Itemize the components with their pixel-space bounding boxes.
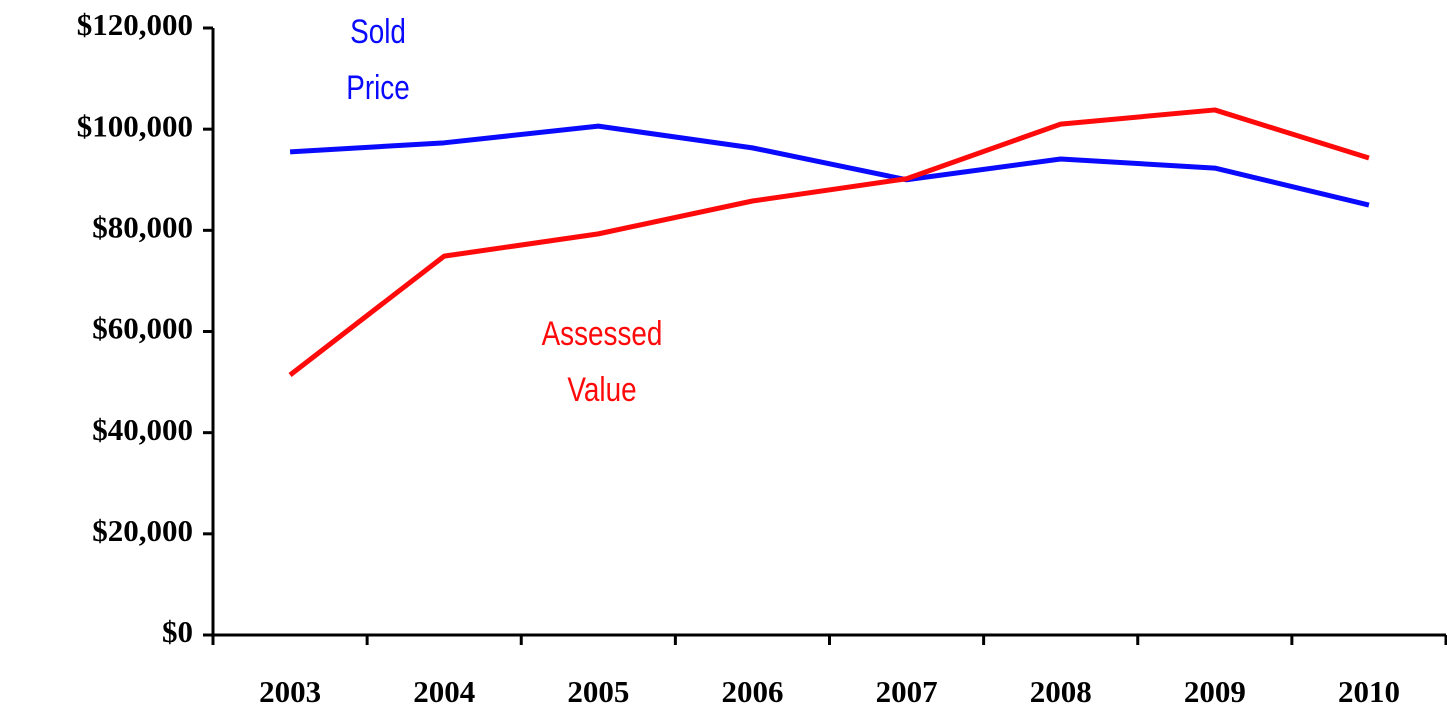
y-tick-label: $120,000 [77,7,193,42]
annotation: Price [346,68,409,106]
x-tick-label: 2008 [1030,674,1092,709]
annotation: Assessed [542,314,663,352]
y-tick-label: $60,000 [92,311,193,346]
series-line [288,107,1370,377]
x-tick-label: 2003 [259,674,321,709]
x-tick-label: 2007 [876,674,938,709]
y-tick-label: $100,000 [77,108,193,143]
series-line [289,123,1370,208]
x-tick-label: 2009 [1184,674,1246,709]
y-tick-label: $80,000 [92,209,193,244]
x-tick-label: 2004 [413,674,475,709]
annotation: Value [567,370,636,408]
y-tick-label: $0 [162,614,193,649]
annotation: Sold [350,12,406,50]
x-tick-label: 2010 [1338,674,1400,709]
x-tick-label: 2006 [721,674,783,709]
y-tick-label: $20,000 [92,513,193,548]
y-tick-label: $40,000 [92,412,193,447]
x-tick-label: 2005 [567,674,629,709]
